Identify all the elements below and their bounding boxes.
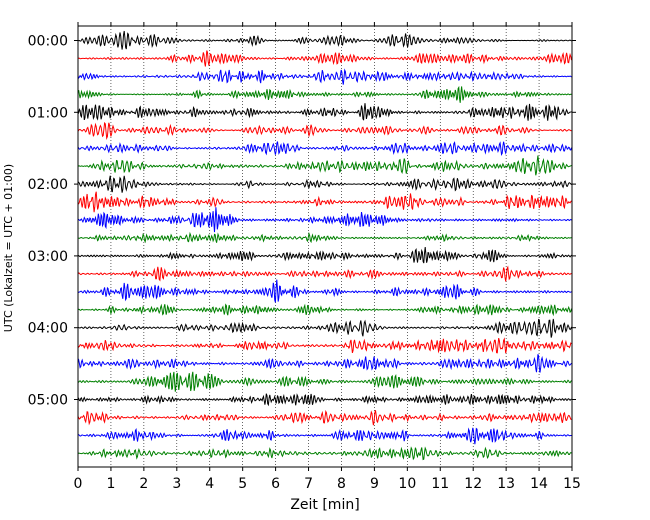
seismic-trace — [77, 393, 572, 407]
x-tick-label: 8 — [337, 476, 346, 492]
seismic-trace — [77, 207, 572, 233]
x-tick-label: 11 — [431, 476, 449, 492]
seismic-trace — [77, 85, 572, 103]
plot-frame — [77, 25, 573, 468]
x-tick-label: 3 — [172, 476, 181, 492]
y-tick-label: 04:00 — [28, 321, 68, 337]
y-axis-label: UTC (Lokalzeit = UTC + 01:00) — [2, 164, 15, 332]
seismic-trace — [77, 318, 572, 338]
seismic-trace — [77, 121, 572, 140]
seismic-trace — [77, 409, 572, 426]
x-tick-label: 1 — [106, 476, 115, 492]
y-tick-label: 01:00 — [28, 105, 68, 121]
seismic-trace — [77, 303, 572, 317]
seismic-trace — [77, 427, 572, 445]
y-tick-label: 05:00 — [28, 393, 68, 409]
x-tick-label: 12 — [464, 476, 482, 492]
y-tick-label: 00:00 — [28, 34, 68, 50]
y-tick-label: 03:00 — [28, 249, 68, 265]
x-tick-label: 5 — [238, 476, 247, 492]
seismic-trace — [77, 446, 572, 461]
seismic-trace — [77, 246, 572, 264]
seismic-trace — [77, 191, 572, 213]
x-axis-label: Zeit [min] — [290, 497, 359, 513]
seismic-trace — [77, 279, 572, 303]
seismic-trace — [77, 30, 572, 50]
seismic-trace — [77, 141, 572, 157]
x-tick-label: 10 — [398, 476, 416, 492]
seismic-traces — [77, 30, 572, 461]
vertical-grid — [110, 26, 540, 467]
seismic-trace — [77, 231, 572, 244]
seismic-trace — [77, 50, 572, 67]
x-tick-label: 4 — [205, 476, 214, 492]
seismic-trace — [77, 337, 572, 354]
x-tick-label: 15 — [563, 476, 581, 492]
x-tick-label: 0 — [74, 476, 83, 492]
x-tick-label: 2 — [139, 476, 148, 492]
x-tick-label: 6 — [271, 476, 280, 492]
seismic-trace — [77, 175, 572, 193]
seismic-trace — [77, 371, 572, 392]
y-axis-ticks: 00:00 01:00 02:00 03:00 04:00 05:00 — [28, 34, 576, 409]
x-tick-label: 7 — [304, 476, 313, 492]
y-tick-label: 02:00 — [28, 177, 68, 193]
x-tick-label: 14 — [530, 476, 548, 492]
seismic-trace — [77, 68, 572, 85]
x-tick-label: 13 — [497, 476, 515, 492]
seismic-trace — [77, 103, 572, 121]
seismic-trace — [77, 155, 572, 176]
seismic-trace — [77, 354, 572, 373]
x-tick-label: 9 — [370, 476, 379, 492]
x-axis-ticks: 0 1 2 3 4 5 6 7 8 9 10 11 12 13 14 15 — [74, 22, 581, 492]
seismic-trace — [77, 265, 572, 282]
